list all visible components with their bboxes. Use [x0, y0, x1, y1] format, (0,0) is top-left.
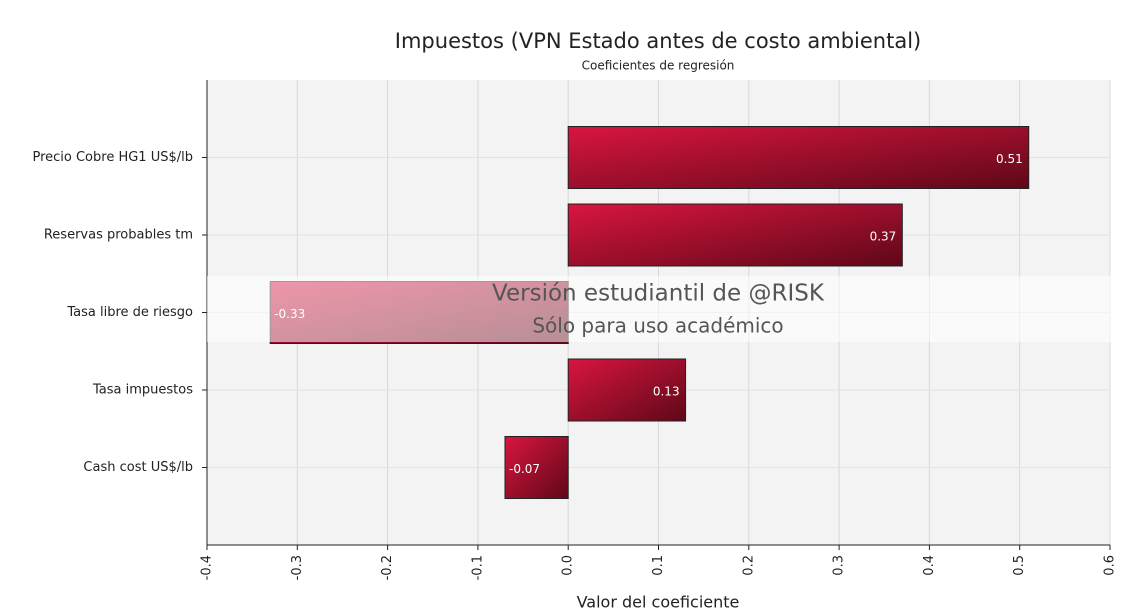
x-axis-label: Valor del coeficiente [577, 593, 740, 612]
watermark-text: Versión estudiantil de @RISK [492, 281, 825, 307]
x-tick-label: 0.1 [651, 555, 666, 576]
y-tick-label: Tasa impuestos [92, 383, 193, 398]
x-tick-label: 0.4 [922, 555, 937, 576]
bar [504, 436, 569, 499]
value-label: -0.07 [509, 462, 540, 476]
bar [567, 203, 903, 267]
x-tick-label: -0.4 [200, 555, 215, 580]
bar [567, 126, 1030, 189]
y-tick-label: Tasa libre de riesgo [66, 305, 193, 320]
x-tick-label: 0.0 [561, 555, 576, 576]
value-label: 0.13 [653, 385, 680, 399]
x-tick-label: -0.1 [470, 555, 485, 580]
watermark-band [207, 276, 1118, 342]
bar [567, 358, 687, 422]
x-tick-label: -0.2 [380, 555, 395, 580]
chart-subtitle: Coeficientes de regresión [582, 59, 735, 73]
y-tick-label: Cash cost US$/lb [83, 460, 193, 475]
watermark-text: Sólo para uso académico [532, 314, 783, 338]
x-tick-label: 0.3 [832, 555, 847, 576]
value-label: 0.51 [996, 152, 1023, 166]
x-tick-label: -0.3 [290, 555, 305, 580]
y-tick-label: Precio Cobre HG1 US$/lb [32, 150, 193, 165]
x-tick-label: 0.6 [1103, 555, 1118, 576]
x-tick-label: 0.5 [1012, 555, 1027, 576]
value-label: 0.37 [870, 230, 897, 244]
chart-title: Impuestos (VPN Estado antes de costo amb… [395, 29, 921, 53]
y-tick-label: Reservas probables tm [44, 228, 193, 243]
x-tick-label: 0.2 [741, 555, 756, 576]
